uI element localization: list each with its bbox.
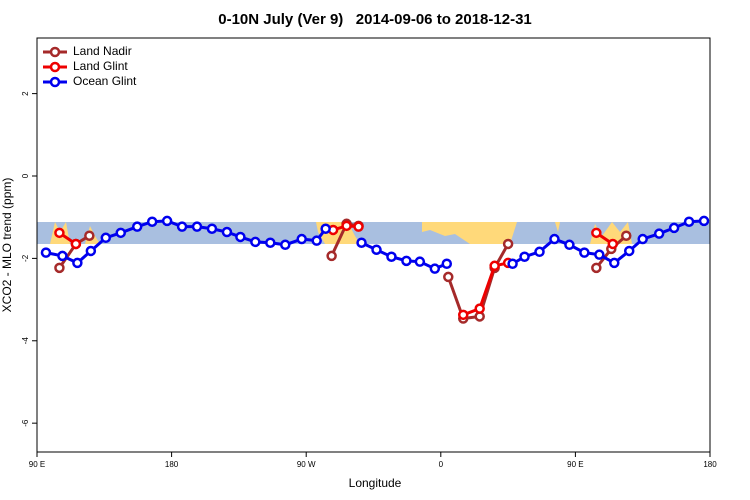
point bbox=[594, 249, 605, 260]
x-axis-label: Longitude bbox=[349, 476, 402, 490]
point bbox=[371, 244, 382, 255]
point bbox=[176, 221, 188, 232]
point bbox=[221, 226, 233, 238]
point bbox=[591, 262, 602, 274]
x-tick-label: 180 bbox=[165, 460, 179, 469]
point bbox=[591, 227, 602, 239]
point bbox=[401, 255, 412, 267]
point bbox=[441, 258, 453, 269]
x-tick-label: 0 bbox=[439, 460, 444, 469]
point bbox=[668, 222, 680, 234]
point bbox=[146, 216, 158, 227]
point bbox=[84, 230, 95, 241]
point bbox=[609, 257, 620, 269]
x-tick-label: 180 bbox=[703, 460, 717, 469]
point bbox=[161, 215, 173, 227]
legend-label: Ocean Glint bbox=[73, 74, 137, 88]
legend-marker bbox=[49, 76, 61, 88]
y-tick-label: 0 bbox=[21, 173, 30, 178]
point bbox=[683, 216, 695, 227]
point bbox=[85, 245, 97, 257]
point bbox=[698, 215, 710, 227]
point bbox=[296, 233, 307, 245]
point bbox=[489, 260, 500, 272]
point bbox=[507, 258, 518, 269]
point bbox=[653, 228, 665, 239]
point bbox=[457, 309, 469, 321]
point bbox=[579, 247, 590, 258]
y-tick-label: -6 bbox=[21, 419, 30, 427]
point bbox=[637, 233, 648, 245]
point bbox=[474, 303, 485, 314]
point bbox=[443, 271, 454, 283]
point bbox=[356, 237, 367, 248]
legend-label: Land Glint bbox=[73, 59, 128, 73]
point bbox=[250, 236, 261, 248]
point bbox=[341, 220, 352, 232]
point bbox=[280, 239, 291, 251]
point bbox=[70, 238, 82, 250]
point bbox=[620, 230, 632, 241]
legend-label: Land Nadir bbox=[73, 44, 132, 58]
x-tick-label: 90 W bbox=[297, 460, 316, 469]
point bbox=[115, 227, 127, 239]
point bbox=[429, 263, 441, 274]
point bbox=[235, 231, 246, 243]
point bbox=[100, 232, 112, 244]
point bbox=[326, 250, 337, 262]
y-tick-label: 2 bbox=[21, 91, 30, 96]
point bbox=[72, 257, 83, 269]
point bbox=[564, 239, 575, 251]
point bbox=[54, 262, 65, 274]
point bbox=[353, 221, 364, 232]
y-tick-label: -2 bbox=[21, 254, 30, 262]
point bbox=[191, 221, 203, 232]
point bbox=[40, 247, 52, 258]
x-tick-label: 90 E bbox=[567, 460, 583, 469]
point bbox=[534, 246, 545, 258]
point bbox=[386, 251, 397, 262]
point bbox=[607, 238, 619, 250]
point bbox=[57, 250, 68, 262]
point bbox=[54, 227, 65, 239]
point bbox=[414, 256, 426, 267]
y-tick-label: -4 bbox=[21, 337, 30, 345]
point bbox=[519, 251, 530, 262]
chart-title: 0-10N July (Ver 9) 2014-09-06 to 2018-12… bbox=[218, 11, 532, 28]
point bbox=[265, 237, 276, 248]
point bbox=[311, 235, 322, 246]
y-axis-label: XCO2 - MLO trend (ppm) bbox=[0, 178, 14, 313]
point bbox=[623, 245, 635, 257]
point bbox=[320, 223, 331, 234]
legend-marker bbox=[49, 61, 61, 73]
x-tick-label: 90 E bbox=[29, 460, 45, 469]
point bbox=[206, 223, 218, 234]
legend-marker bbox=[49, 46, 61, 58]
point bbox=[502, 238, 514, 250]
point bbox=[549, 233, 560, 245]
plot-frame bbox=[36, 37, 711, 453]
point bbox=[131, 221, 143, 232]
